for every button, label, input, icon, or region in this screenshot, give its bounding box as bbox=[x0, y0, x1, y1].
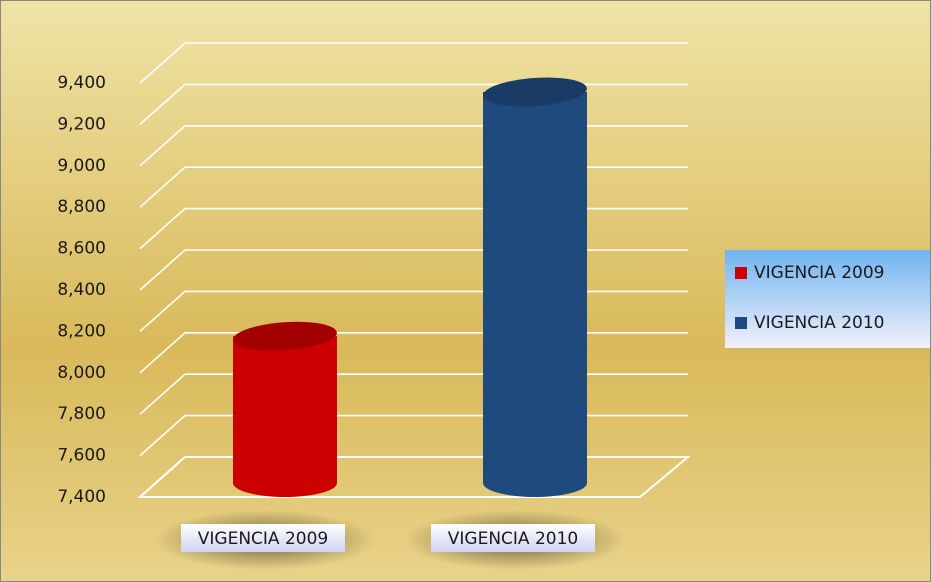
bar bbox=[233, 336, 337, 497]
y-tick-label: 9,200 bbox=[57, 114, 106, 134]
bar-top bbox=[483, 77, 587, 107]
category-label-bg bbox=[181, 524, 345, 552]
legend-box bbox=[725, 250, 930, 348]
grid-line bbox=[139, 42, 688, 84]
bar bbox=[483, 91, 587, 497]
y-tick-label: 8,600 bbox=[57, 239, 106, 259]
legend-swatch bbox=[735, 317, 747, 329]
plot: 7,400 7,600 7,800 8,000 8,200 8,400 8,600 8,800… bbox=[57, 42, 930, 570]
bar-top bbox=[233, 321, 337, 351]
x-tick-label: VIGENCIA 2010 bbox=[448, 529, 578, 549]
y-tick-label: 8,400 bbox=[57, 280, 106, 300]
y-tick-label: 7,600 bbox=[57, 446, 106, 466]
x-tick-label: VIGENCIA 2009 bbox=[198, 529, 328, 549]
legend-swatch bbox=[735, 267, 747, 279]
legend-label: VIGENCIA 2009 bbox=[754, 263, 884, 283]
y-tick-label: 8,200 bbox=[57, 321, 106, 341]
y-tick-label: 8,800 bbox=[57, 197, 106, 217]
y-tick-label: 7,400 bbox=[57, 487, 106, 507]
y-axis bbox=[139, 456, 186, 498]
legend-label: VIGENCIA 2010 bbox=[754, 313, 884, 333]
y-tick-label: 9,000 bbox=[57, 156, 106, 176]
y-tick-label: 8,000 bbox=[57, 363, 106, 383]
category-label-bg bbox=[431, 524, 595, 552]
y-tick-label: 9,400 bbox=[57, 73, 106, 93]
y-tick-label: 7,800 bbox=[57, 404, 106, 424]
